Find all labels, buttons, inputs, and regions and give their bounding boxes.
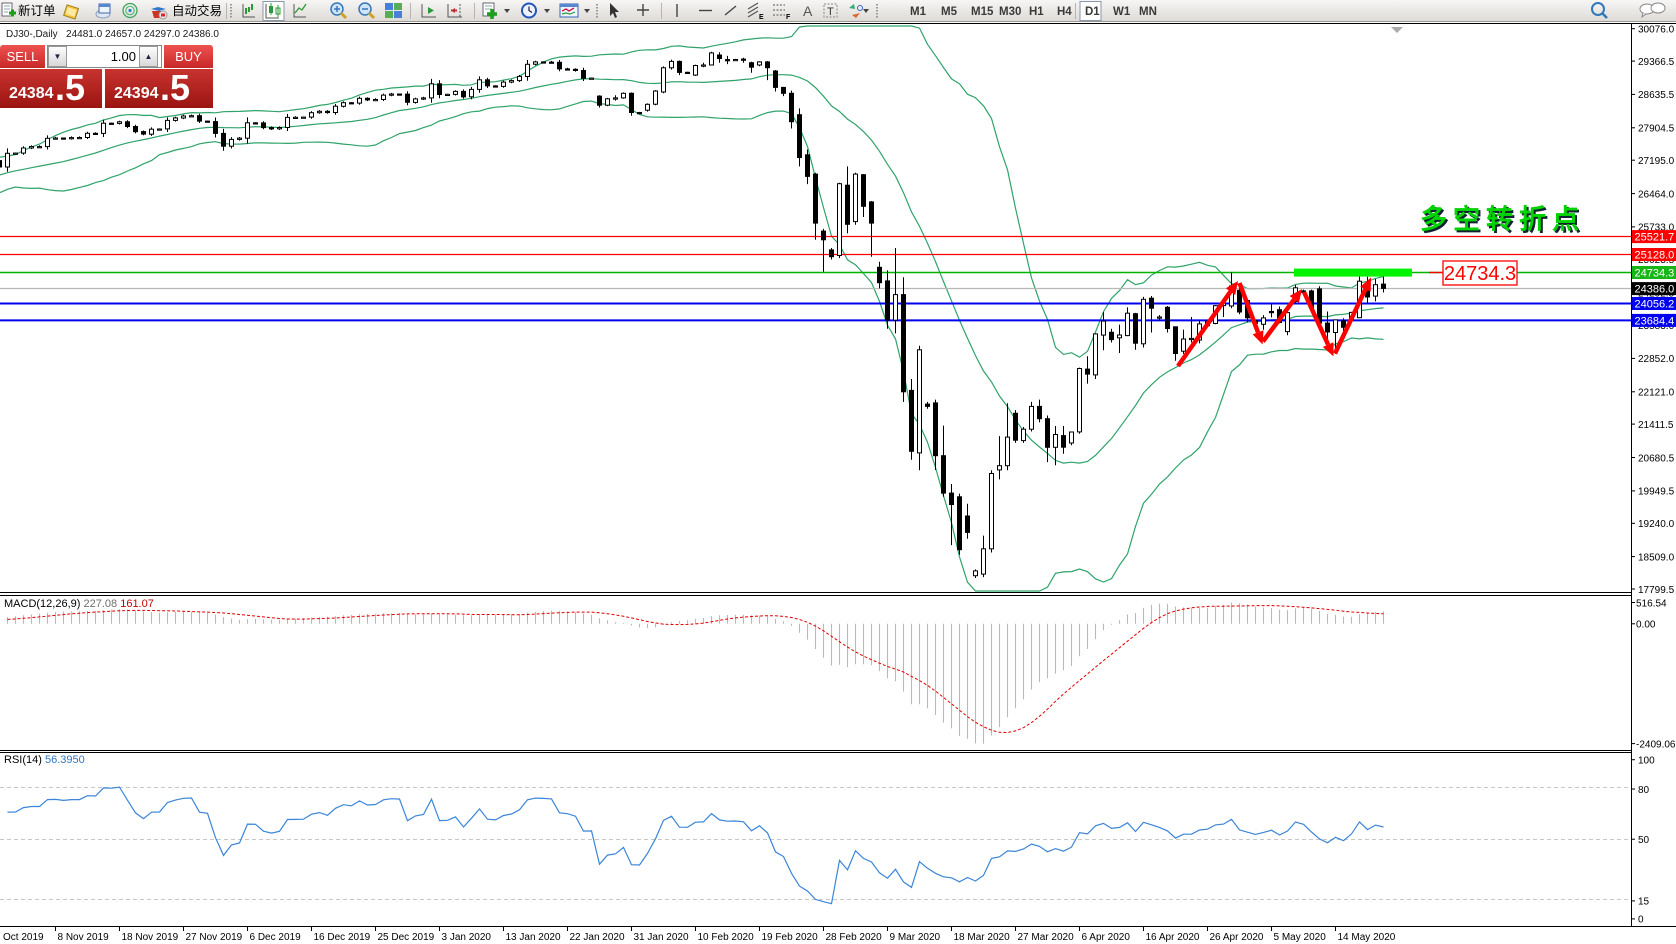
svg-text:21411.5: 21411.5: [1638, 420, 1674, 431]
svg-text:F: F: [786, 14, 791, 21]
svg-text:W1: W1: [1113, 6, 1131, 18]
svg-text:18509.0: 18509.0: [1638, 552, 1675, 563]
svg-text:16 Dec 2019: 16 Dec 2019: [314, 932, 371, 943]
svg-text:25 Dec 2019: 25 Dec 2019: [378, 932, 435, 943]
svg-text:25733.0: 25733.0: [1638, 223, 1675, 234]
svg-text:新订单: 新订单: [18, 3, 56, 18]
svg-text:18 Mar 2020: 18 Mar 2020: [954, 932, 1011, 943]
svg-text:25521.7: 25521.7: [1635, 232, 1675, 244]
svg-text:28635.5: 28635.5: [1638, 90, 1675, 101]
svg-text:19240.0: 19240.0: [1638, 519, 1675, 530]
svg-text:24734.3: 24734.3: [1444, 263, 1516, 285]
svg-text:24056.2: 24056.2: [1635, 299, 1675, 311]
svg-text:-2409.06: -2409.06: [1636, 739, 1676, 750]
svg-text:D1: D1: [1085, 6, 1100, 18]
svg-text:27 Nov 2019: 27 Nov 2019: [186, 932, 243, 943]
svg-text:8 Nov 2019: 8 Nov 2019: [58, 932, 110, 943]
svg-text:24734.3: 24734.3: [1635, 268, 1675, 280]
svg-text:13 Jan 2020: 13 Jan 2020: [506, 932, 561, 943]
svg-text:80: 80: [1638, 785, 1650, 796]
svg-text:20680.5: 20680.5: [1638, 453, 1675, 464]
svg-text:100: 100: [1638, 756, 1655, 767]
svg-text:31 Jan 2020: 31 Jan 2020: [634, 932, 689, 943]
svg-text:MACD(12,26,9) 227.08 161.07: MACD(12,26,9) 227.08 161.07: [4, 598, 154, 610]
svg-text:15: 15: [1638, 897, 1650, 908]
svg-text:16 Apr 2020: 16 Apr 2020: [1146, 932, 1200, 943]
svg-text:25128.0: 25128.0: [1635, 250, 1675, 262]
svg-text:6 Apr 2020: 6 Apr 2020: [1082, 932, 1131, 943]
svg-text:27195.0: 27195.0: [1638, 156, 1675, 167]
svg-text:19 Feb 2020: 19 Feb 2020: [762, 932, 819, 943]
svg-text:0: 0: [1638, 915, 1644, 926]
svg-text:17799.5: 17799.5: [1638, 585, 1675, 596]
svg-text:50: 50: [1638, 835, 1650, 846]
svg-text:27 Mar 2020: 27 Mar 2020: [1018, 932, 1075, 943]
svg-text:DJ30-,Daily 24481.0 24657.0: DJ30-,Daily 24481.0 24657.0 24297.0 2438…: [6, 29, 219, 40]
svg-text:28 Feb 2020: 28 Feb 2020: [826, 932, 883, 943]
svg-text:多空转折点: 多空转折点: [1422, 206, 1587, 237]
svg-text:5 May 2020: 5 May 2020: [1274, 932, 1327, 943]
svg-text:A: A: [803, 3, 813, 19]
svg-text:29366.5: 29366.5: [1638, 57, 1675, 68]
svg-text:RSI(14) 56.3950: RSI(14) 56.3950: [4, 754, 85, 766]
svg-text:26 Apr 2020: 26 Apr 2020: [1210, 932, 1264, 943]
svg-text:22852.0: 22852.0: [1638, 354, 1675, 365]
svg-text:M5: M5: [941, 6, 958, 18]
svg-text:516.54: 516.54: [1636, 598, 1667, 609]
svg-text:10 Feb 2020: 10 Feb 2020: [698, 932, 755, 943]
svg-text:22 Jan 2020: 22 Jan 2020: [570, 932, 625, 943]
svg-text:30076.0: 30076.0: [1638, 25, 1675, 36]
svg-text:MN: MN: [1139, 6, 1157, 18]
svg-text:H4: H4: [1057, 6, 1072, 18]
svg-text:27904.5: 27904.5: [1638, 124, 1675, 135]
svg-text:23684.4: 23684.4: [1635, 315, 1675, 327]
svg-text:18 Nov 2019: 18 Nov 2019: [122, 932, 179, 943]
svg-text:Oct 2019: Oct 2019: [3, 932, 44, 943]
svg-text:24386.0: 24386.0: [1635, 284, 1675, 296]
svg-text:26464.0: 26464.0: [1638, 189, 1675, 200]
svg-text:0.00: 0.00: [1636, 620, 1656, 631]
svg-text:H1: H1: [1029, 6, 1044, 18]
svg-text:6 Dec 2019: 6 Dec 2019: [250, 932, 302, 943]
svg-text:19949.5: 19949.5: [1638, 487, 1675, 498]
svg-text:T: T: [827, 6, 834, 18]
svg-text:M1: M1: [910, 6, 927, 18]
svg-text:E: E: [759, 14, 764, 21]
svg-text:M30: M30: [999, 6, 1021, 18]
svg-text:M15: M15: [971, 6, 994, 18]
svg-text:22121.0: 22121.0: [1638, 388, 1675, 399]
svg-text:9 Mar 2020: 9 Mar 2020: [890, 932, 941, 943]
svg-text:14 May 2020: 14 May 2020: [1338, 932, 1396, 943]
svg-text:多空转折点: 多空转折点: [1420, 204, 1585, 235]
svg-text:自动交易: 自动交易: [172, 3, 222, 18]
svg-text:3 Jan 2020: 3 Jan 2020: [442, 932, 492, 943]
